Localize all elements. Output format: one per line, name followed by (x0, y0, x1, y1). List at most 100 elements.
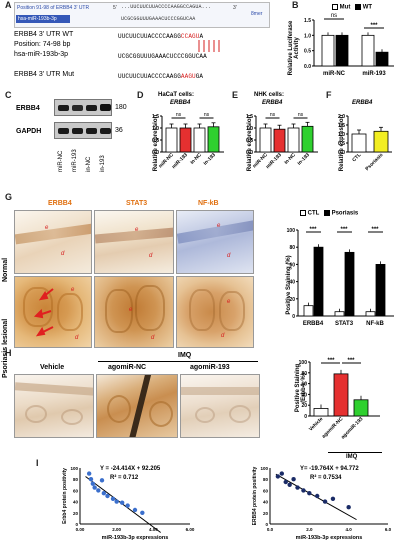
y-tick-label: 1.5 (304, 18, 311, 24)
y-tick-label: 0 (265, 522, 268, 527)
y-tick-label: 60 (263, 488, 269, 493)
epidermis-stain (177, 220, 253, 244)
bar-mut (321, 34, 335, 67)
panelI-right-r2: R² = 0.7534 (310, 475, 342, 481)
lane-label: miR-NC (58, 150, 64, 172)
bar-ctl (365, 311, 376, 317)
y-tick-label: 1.0 (246, 126, 253, 132)
panel-label-h: H (5, 348, 12, 358)
panelI-left-r2: R² = 0.712 (110, 475, 139, 481)
mark-d: d (149, 253, 153, 259)
x-tick-label: miR-193 (265, 152, 283, 170)
epidermis-stain (15, 382, 93, 396)
rete-ridge (189, 289, 215, 331)
wt-seq-seed: CCAGU (180, 33, 200, 40)
y-axis-label: Erbb4 protein positivity (62, 468, 68, 524)
lane-label: miR-193 (72, 149, 78, 172)
legend-swatch-wt (355, 4, 362, 10)
data-point (315, 493, 320, 499)
y-tick-label: 20 (289, 297, 295, 303)
x-tick-label: 6.0 (385, 527, 392, 532)
y-tick-label: 100 (287, 228, 296, 234)
mirna-label: hsa-miR-193b-3p (14, 51, 69, 58)
panelH-bar-imq-line (328, 452, 382, 453)
panelB-chart: 0.0 0.5 1.0 1.5 miR-NC miR-193 ns *** (304, 13, 394, 77)
legend-swatch-ctl (300, 210, 306, 216)
y-tick-label: 0.0 (304, 64, 311, 70)
micrograph-normal-nfkb: e d (176, 210, 254, 274)
wt-seq-part-c: A (199, 33, 204, 40)
y-tick-label: 0.0 (338, 150, 345, 156)
follicle (25, 405, 47, 423)
rete-ridge (105, 289, 133, 333)
y-axis-label: ERBB4 protein positivity (252, 466, 258, 525)
data-point (110, 496, 116, 501)
micrograph-normal-erbb4: e d (14, 210, 92, 274)
sig-label-stars: *** (370, 23, 378, 29)
epidermis-stain (181, 387, 259, 395)
sig-label-stars: *** (340, 227, 348, 233)
bar (179, 127, 192, 153)
targetscan-utr-seq: ...UUCUUCUUACCCCAAGGCCAGUA... (121, 4, 211, 10)
seed-pairing-lines (198, 40, 220, 52)
panelG-col-nfkb: NF-kB (198, 200, 219, 207)
targetscan-mirna-seq: UCGCGGUUUGAAACUCCCGGUCAA (121, 16, 196, 22)
x-tick-label: 6.00 (186, 527, 195, 532)
data-point (114, 499, 119, 504)
mark-e: e (129, 307, 133, 313)
blot-row-gapdh: GAPDH (16, 128, 42, 135)
data-point (283, 479, 288, 485)
data-point (275, 474, 281, 479)
panel-label-c: C (5, 90, 12, 100)
legend-label-ctl: CTL (307, 210, 320, 217)
x-axis-label: miR-193b-3p expressions (102, 535, 169, 541)
follicle (107, 395, 131, 423)
blot-row-erbb4: ERBB4 (16, 105, 40, 112)
y-tick-label: 1.0 (304, 33, 311, 39)
sig-label-ns: ns (331, 13, 337, 19)
follicle (195, 407, 215, 423)
y-tick-label: 0 (304, 414, 307, 420)
legend-label-psoriasis: Psoriasis (331, 210, 359, 217)
panelH-chart: 020406080100VehicleagomiR-NCagomiR-193**… (299, 358, 380, 440)
position-label: Position: 74-98 bp (14, 41, 71, 48)
mark-d: d (75, 335, 79, 341)
bar (333, 373, 349, 417)
wt-seq-part-a: UUCUUCUUACCCCAAGG (118, 33, 181, 40)
data-point (279, 471, 284, 476)
mark-d: d (227, 253, 231, 259)
panelH-bar-imq: IMQ (346, 454, 358, 460)
band (100, 104, 111, 111)
panelH-imq-bracket (98, 361, 258, 362)
arrows (33, 288, 54, 337)
rete-ridge (135, 285, 165, 331)
x-tick-label: 2.0 (306, 527, 313, 532)
micrograph-psoriasis-stat3: e d (94, 276, 174, 348)
y-tick-label: 100 (70, 466, 78, 471)
x-tick-label: in-193 (202, 152, 217, 167)
legend-label-wt: WT (362, 4, 373, 11)
bar (259, 127, 272, 153)
y-tick-label: 1.0 (152, 126, 159, 132)
data-point (99, 478, 105, 483)
wt-label: ERBB4 3' UTR WT (14, 31, 74, 38)
panelE-title: NHK cells: (254, 92, 285, 98)
data-point (90, 481, 96, 486)
data-point (132, 507, 138, 513)
bar-wt (335, 34, 349, 67)
panelH-imq: IMQ (178, 352, 192, 359)
panelI-left-equation: Y = -24.414X + 92.205 (100, 466, 161, 472)
y-tick-label: 1.5 (338, 123, 345, 129)
data-point (287, 482, 292, 487)
panelD-gene: ERBB4 (170, 100, 191, 106)
data-point (105, 493, 110, 499)
x-tick-label: Psoriasis (364, 152, 384, 172)
panelG-col-stat3: STAT3 (126, 200, 148, 207)
y-tick-label: 60 (301, 382, 307, 388)
targetscan-mirna-tag: hsa-miR-193b-3p (16, 15, 70, 23)
micrograph-agomir-193 (180, 374, 260, 438)
bar (273, 128, 286, 153)
y-tick-label: 80 (73, 477, 79, 482)
data-point (301, 488, 306, 493)
x-tick-label: ERBB4 (303, 321, 324, 327)
